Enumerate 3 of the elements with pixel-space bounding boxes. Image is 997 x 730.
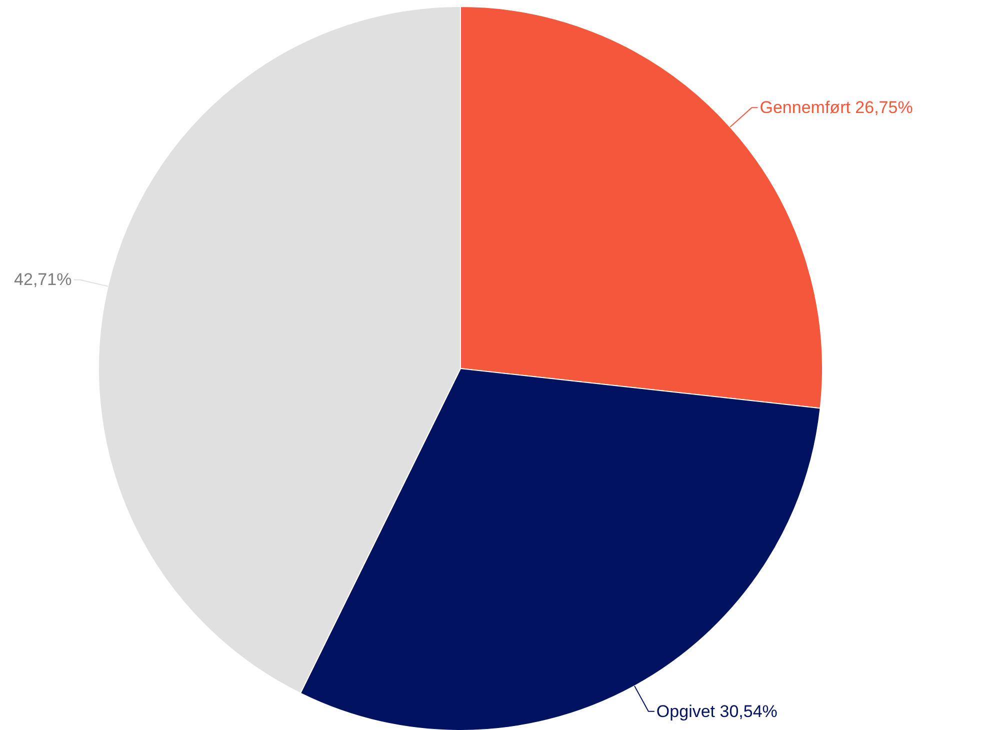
slice-label: Opgivet 30,54% [656,702,778,721]
data-label: 42,71% [14,270,72,290]
slice-label: Gennemført 26,75% [760,98,913,118]
